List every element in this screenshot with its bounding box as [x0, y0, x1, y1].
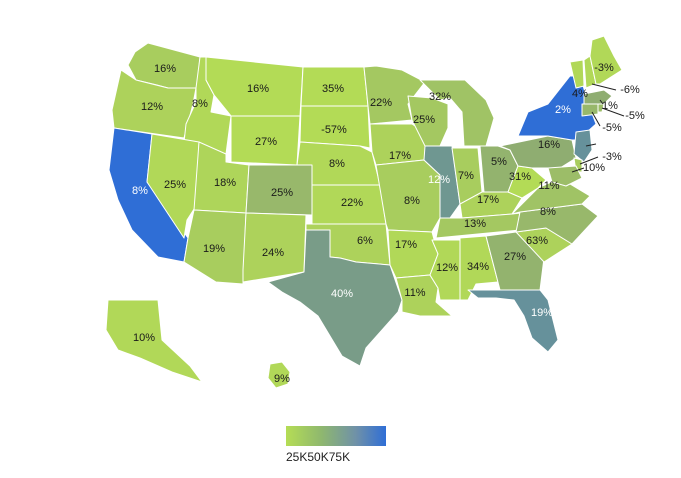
state-labels: 16% 12% 8% 8% 25% 16% 27% 18% 19% 25% 24% 35% -57% 8%…	[132, 62, 645, 385]
leader-line-ma	[599, 99, 604, 105]
state-ar[interactable]	[387, 229, 439, 279]
leader-line-nh	[591, 83, 617, 91]
state-label-la: 11%	[404, 287, 425, 299]
state-label-ia: 17%	[389, 150, 411, 162]
state-label-ct: -5%	[602, 122, 622, 134]
leader-lines	[571, 83, 625, 173]
state-label-mn: 22%	[370, 97, 392, 109]
state-label-ca: 8%	[132, 185, 148, 197]
state-label-vt: 4%	[572, 88, 588, 100]
leader-line-de	[579, 156, 599, 165]
state-label-mo: 8%	[404, 195, 420, 207]
state-label-nm: 24%	[262, 247, 284, 259]
state-label-fl: 19%	[531, 307, 553, 319]
state-label-al: 34%	[467, 261, 489, 273]
state-label-mt: 16%	[247, 83, 269, 95]
state-label-co: 25%	[271, 187, 293, 199]
state-label-nh: -6%	[620, 84, 640, 96]
state-label-nc: 8%	[540, 206, 556, 218]
leader-line-ri	[601, 107, 625, 117]
state-label-mi: 32%	[429, 91, 451, 103]
state-nj[interactable]	[573, 129, 593, 163]
state-label-tn: 13%	[464, 218, 486, 230]
state-label-ak: 10%	[133, 332, 155, 344]
state-vt[interactable]	[569, 59, 585, 89]
state-label-nj: 3%	[599, 138, 615, 150]
state-label-oh: 5%	[491, 156, 507, 168]
state-label-va: 11%	[538, 180, 559, 192]
state-label-nv: 25%	[164, 179, 186, 191]
state-label-ks: 22%	[341, 197, 363, 209]
state-label-ne: 8%	[329, 158, 345, 170]
state-label-wv: 31%	[509, 171, 531, 183]
state-mn[interactable]	[363, 65, 426, 125]
state-me[interactable]	[589, 35, 623, 85]
legend-gradient-bar	[286, 426, 386, 446]
state-label-ga: 27%	[504, 251, 526, 263]
legend-tick-low: 25K	[286, 450, 308, 464]
legend-tick-high: 75K	[328, 450, 351, 464]
state-label-ky: 17%	[477, 194, 499, 206]
state-label-ny: 2%	[555, 104, 571, 116]
state-ak[interactable]	[105, 299, 203, 383]
state-label-id: 8%	[192, 98, 208, 110]
state-label-ar: 17%	[395, 239, 417, 251]
state-label-ms: 12%	[436, 262, 458, 274]
state-mi[interactable]	[419, 79, 495, 147]
state-label-me: -3%	[594, 62, 614, 74]
state-label-tx: 40%	[331, 288, 353, 300]
leader-line-ct	[591, 111, 601, 127]
state-label-md: 10%	[583, 162, 605, 174]
state-label-ut: 18%	[214, 177, 236, 189]
state-label-ok: 6%	[357, 235, 373, 247]
state-label-de: -3%	[602, 151, 622, 163]
state-label-wa: 16%	[154, 63, 176, 75]
state-label-ma: 1%	[602, 100, 618, 112]
state-or[interactable]	[111, 69, 197, 139]
state-nm[interactable]	[242, 212, 307, 283]
state-label-sd: -57%	[321, 124, 347, 136]
legend-ticks: 25K50K75K	[286, 450, 386, 464]
state-label-az: 19%	[203, 243, 225, 255]
state-label-wi: 25%	[413, 114, 435, 126]
state-label-sc: 63%	[526, 235, 548, 247]
state-hi[interactable]	[267, 361, 291, 389]
state-label-hi: 9%	[274, 373, 290, 385]
state-label-nd: 35%	[322, 83, 344, 95]
state-ct[interactable]	[581, 103, 599, 117]
state-label-pa: 16%	[538, 139, 560, 151]
state-sd[interactable]	[299, 105, 371, 149]
state-wi[interactable]	[407, 95, 449, 147]
state-label-wy: 27%	[255, 136, 277, 148]
state-label-in: 7%	[458, 170, 474, 182]
state-label-ri: -5%	[625, 110, 645, 122]
states-layer	[105, 35, 623, 389]
state-label-il: 12%	[428, 174, 450, 186]
leader-line-md	[571, 167, 585, 173]
state-fl[interactable]	[467, 289, 559, 353]
state-tx[interactable]	[267, 229, 403, 367]
state-label-or: 12%	[141, 101, 163, 113]
leader-line-nj	[585, 143, 597, 147]
state-ma[interactable]	[583, 89, 613, 105]
legend-tick-mid: 50K	[307, 450, 329, 464]
color-legend: 25K50K75K	[286, 426, 386, 464]
